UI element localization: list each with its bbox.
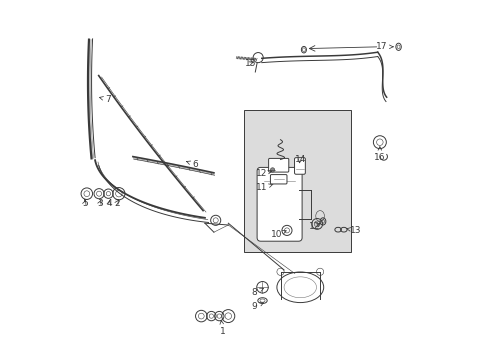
FancyBboxPatch shape (268, 158, 288, 172)
Text: 6: 6 (186, 160, 197, 169)
Text: 14: 14 (294, 155, 305, 163)
Circle shape (270, 168, 274, 172)
Text: 12: 12 (308, 222, 320, 231)
Text: 5: 5 (81, 199, 87, 207)
Text: 2: 2 (114, 199, 119, 207)
Text: 3: 3 (97, 199, 102, 207)
Text: 11: 11 (256, 184, 272, 193)
Text: 8: 8 (251, 288, 263, 297)
Text: 1: 1 (220, 320, 225, 336)
Text: 16: 16 (373, 147, 385, 162)
Text: 10: 10 (270, 230, 285, 239)
Text: 7: 7 (99, 95, 111, 104)
FancyBboxPatch shape (270, 175, 286, 184)
Text: 13: 13 (346, 226, 361, 235)
Text: 4: 4 (106, 199, 112, 207)
Text: 9: 9 (251, 302, 263, 311)
FancyBboxPatch shape (244, 110, 350, 252)
FancyBboxPatch shape (257, 167, 302, 241)
Text: 17: 17 (375, 42, 392, 51)
Text: 15: 15 (244, 59, 256, 68)
Text: 12: 12 (256, 169, 271, 178)
FancyBboxPatch shape (294, 158, 305, 174)
